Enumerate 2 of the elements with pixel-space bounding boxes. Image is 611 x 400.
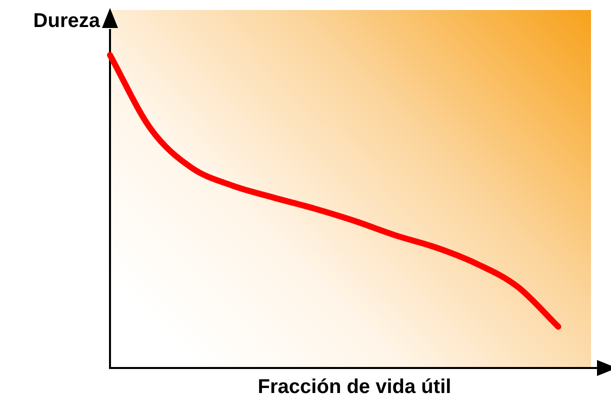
x-axis-title: Fracción de vida útil <box>256 376 452 399</box>
y-axis-title: Dureza <box>33 10 100 33</box>
